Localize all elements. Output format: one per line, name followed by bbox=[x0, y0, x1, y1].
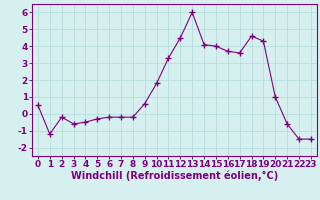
X-axis label: Windchill (Refroidissement éolien,°C): Windchill (Refroidissement éolien,°C) bbox=[71, 171, 278, 181]
